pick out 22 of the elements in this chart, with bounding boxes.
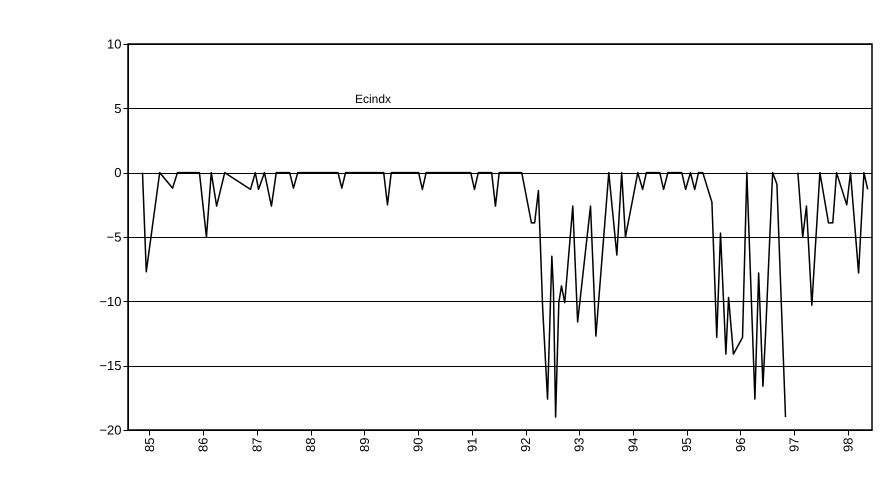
y-tick-label: 0 bbox=[114, 165, 122, 180]
y-tick-label: 5 bbox=[114, 100, 122, 116]
x-tick-label: 91 bbox=[464, 438, 480, 452]
x-tick-label: 88 bbox=[303, 438, 318, 452]
x-tick-label: 89 bbox=[356, 438, 372, 452]
x-tick-label: 94 bbox=[625, 438, 640, 452]
x-tick-label: 95 bbox=[679, 438, 694, 452]
y-tick-label: −5 bbox=[106, 230, 122, 244]
x-tick-label: 96 bbox=[732, 438, 748, 452]
y-tick-label: 10 bbox=[107, 36, 122, 52]
text: Ecindx bbox=[354, 92, 392, 106]
x-tick-label: 90 bbox=[410, 438, 426, 452]
x-tick-label: 93 bbox=[572, 438, 587, 452]
x-tick-label: 85 bbox=[142, 438, 157, 452]
x-tick-label: 98 bbox=[840, 438, 856, 452]
x-tick-label: 97 bbox=[786, 438, 802, 452]
y-tick-label: −15 bbox=[99, 358, 122, 374]
x-tick-label: 92 bbox=[518, 438, 534, 452]
y-tick-label: −10 bbox=[99, 294, 122, 309]
x-tick-label: 86 bbox=[196, 438, 211, 452]
x-tick-label: 87 bbox=[249, 438, 264, 452]
y-tick-label: −20 bbox=[99, 422, 122, 438]
